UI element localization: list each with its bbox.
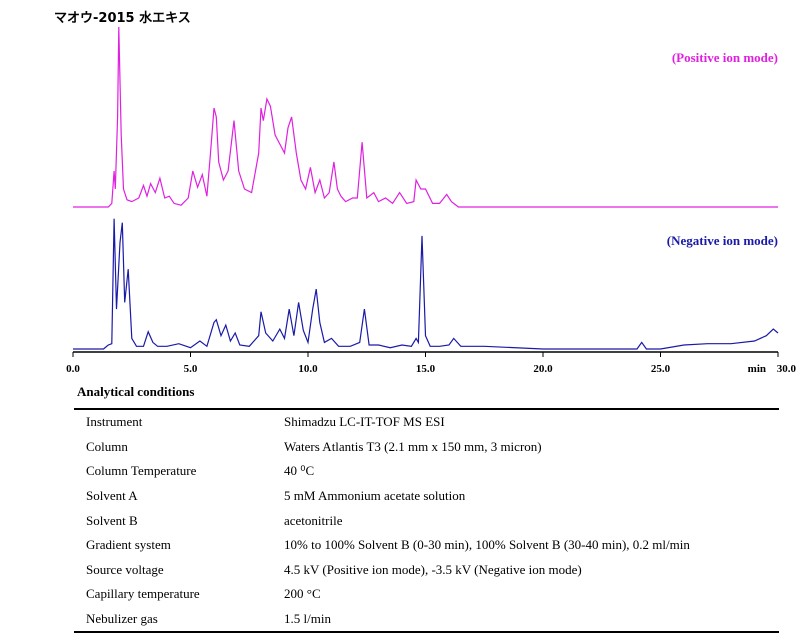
x-tick-label: 15.0 [416,363,436,375]
x-tick-label: 5.0 [184,363,198,375]
conditions-row: Solvent B acetonitrile [74,508,779,533]
positive-ion-trace [73,26,778,208]
analytical-conditions: Analytical conditions Instrument Shimadzu… [74,384,784,634]
conditions-heading: Analytical conditions [77,384,195,399]
positive-mode-label: (Positive ion mode) [672,50,778,65]
condition-parameter: Nebulizer gas [86,611,158,627]
condition-value: Waters Atlantis T3 (2.1 mm x 150 mm, 3 m… [284,438,542,454]
x-tick-label: 25.0 [651,363,671,375]
condition-parameter: Column Temperature [86,463,197,479]
condition-value: acetonitrile [284,512,343,528]
conditions-row: Column Waters Atlantis T3 (2.1 mm x 150 m… [74,435,779,460]
chromatogram-chart: マオウ-2015 水エキス (Positive ion mode) (Negat… [54,10,797,375]
negative-mode-label: (Negative ion mode) [667,233,778,248]
condition-value: 5 mM Ammonium acetate solution [284,488,466,504]
x-tick-label: 20.0 [533,363,553,375]
condition-value: 200 °C [284,586,321,602]
negative-ion-trace [73,218,779,350]
conditions-row: Instrument Shimadzu LC-IT-TOF MS ESI [74,409,779,435]
condition-value: 10% to 100% Solvent B (0-30 min), 100% S… [284,537,690,553]
x-tick-label: 10.0 [298,363,318,375]
chart-title: マオウ-2015 水エキス [54,10,191,26]
condition-parameter: Gradient system [86,537,171,553]
conditions-row: Source voltage 4.5 kV (Positive ion mode)… [74,558,779,583]
x-tick-label: 0.0 [66,363,80,375]
conditions-table: Instrument Shimadzu LC-IT-TOF MS ESI Colum… [74,408,779,634]
conditions-row: Gradient system 10% to 100% Solvent B (0-… [74,533,779,558]
condition-parameter: Column [86,438,128,454]
condition-parameter: Source voltage [86,561,164,577]
condition-value: 4.5 kV (Positive ion mode), -3.5 kV (Neg… [284,561,582,577]
conditions-row: Nebulizer gas 1.5 l/min [74,607,779,633]
condition-value: 40 ⁰C [284,463,315,479]
conditions-row: Capillary temperature 200 °C [74,582,779,607]
condition-parameter: Capillary temperature [86,586,200,602]
conditions-row: Column Temperature 40 ⁰C [74,459,779,484]
condition-parameter: Instrument [86,414,143,430]
condition-parameter: Solvent B [86,512,138,528]
x-unit-label: min [748,363,766,375]
x-axis-ticks: 0.0 5.0 10.0 15.0 20.0 25.0 30.0 min [66,352,797,375]
condition-parameter: Solvent A [86,488,138,504]
condition-value: Shimadzu LC-IT-TOF MS ESI [284,414,445,430]
condition-value: 1.5 l/min [284,611,331,627]
conditions-row: Solvent A 5 mM Ammonium acetate solution [74,484,779,509]
x-tick-label: 30.0 [777,363,797,375]
